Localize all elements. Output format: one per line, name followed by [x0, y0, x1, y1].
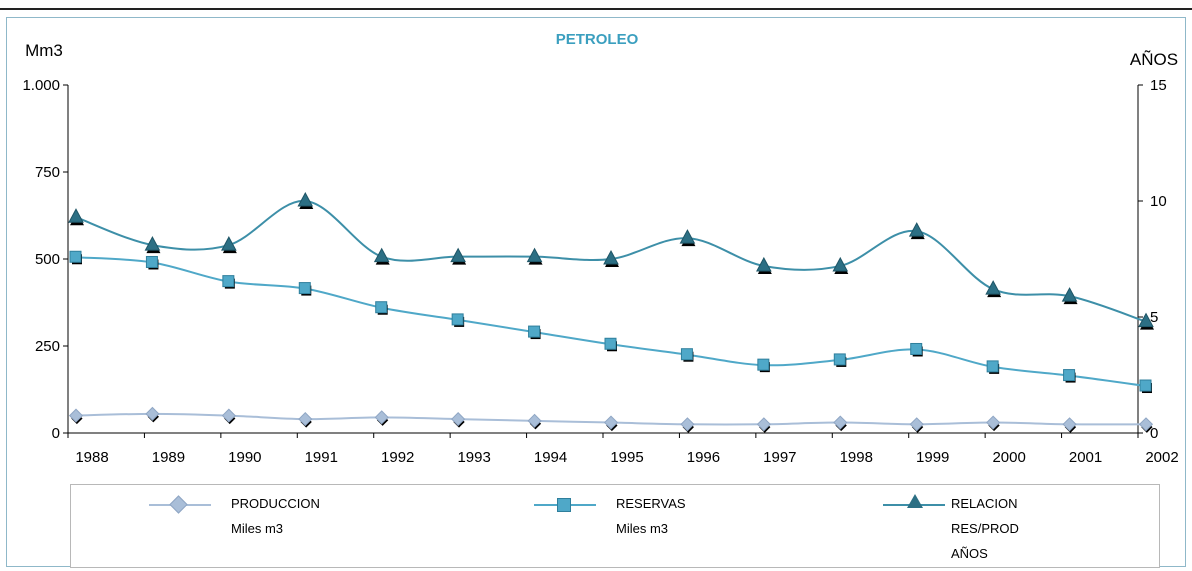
x-tick-label: 1995 [610, 449, 643, 466]
legend-reservas-square-icon [557, 498, 571, 512]
relacion-point [144, 236, 161, 251]
reservas-point [145, 255, 158, 268]
reservas-point [1063, 369, 1076, 382]
produccion-point [680, 417, 695, 432]
y-right-tick-label: 5 [1150, 309, 1158, 326]
y-left-tick-label: 750 [35, 164, 60, 181]
relacion-point [1138, 312, 1154, 328]
legend-produccion-sub: Miles m3 [231, 521, 284, 536]
reservas-point [298, 282, 311, 295]
produccion-point [756, 417, 771, 432]
legend-relacion-sub: RES/PROD [951, 521, 1019, 536]
x-tick-label: 1990 [228, 449, 261, 466]
reservas-point [528, 325, 541, 338]
relacion-point [526, 247, 543, 263]
reservas-point [69, 250, 82, 263]
x-tick-label: 1994 [534, 449, 567, 466]
reservas-point [833, 353, 846, 366]
reservas-point [222, 275, 235, 288]
reservas-point [680, 348, 693, 361]
y-right-axis-label: AÑOS [1130, 50, 1178, 69]
legend-produccion-label: PRODUCCION [231, 496, 320, 511]
produccion-point [1138, 417, 1154, 432]
x-tick-label: 1998 [840, 449, 873, 466]
legend-relacion-sub2: AÑOS [951, 546, 988, 561]
y-left-tick-label: 500 [35, 251, 60, 268]
relacion-point [756, 256, 772, 272]
x-tick-label: 1999 [916, 449, 949, 466]
relacion-point [832, 256, 849, 272]
x-tick-label: 1996 [687, 449, 720, 466]
legend-reservas-sub: Miles m3 [616, 521, 669, 536]
legend-relacion-triangle-icon [907, 494, 923, 508]
reservas-point [1139, 379, 1152, 392]
relacion-point [373, 247, 390, 263]
produccion-point [298, 412, 313, 427]
x-tick-label: 2002 [1145, 449, 1178, 466]
reservas-point [604, 337, 617, 350]
reservas-point [375, 301, 388, 314]
relacion-point [297, 191, 314, 207]
relacion-point [985, 280, 1001, 295]
relacion-point [1061, 287, 1078, 302]
top-frame-border [0, 0, 1192, 10]
x-tick-label: 1989 [152, 449, 185, 466]
produccion-point [527, 413, 542, 428]
legend-produccion-diamond-icon [169, 495, 188, 514]
chart-legend: PRODUCCION Miles m3 RESERVAS Miles m3 RE… [70, 484, 1160, 568]
relacion-point [68, 208, 84, 223]
produccion-point [374, 410, 389, 425]
produccion-point [68, 408, 84, 423]
produccion-point [221, 408, 236, 423]
relacion-point [221, 236, 237, 251]
x-tick-label: 1992 [381, 449, 414, 466]
x-tick-label: 2000 [992, 449, 1025, 466]
produccion-point [603, 415, 619, 430]
reservas-series-line [75, 256, 1147, 388]
chart-title: PETROLEO [556, 31, 639, 48]
y-left-tick-label: 250 [35, 338, 60, 355]
y-right-tick-label: 10 [1150, 193, 1167, 210]
y-right-tick-label: 0 [1150, 425, 1158, 442]
legend-relacion-label: RELACION [951, 496, 1018, 511]
produccion-point [451, 412, 466, 427]
y-right-tick-label: 15 [1150, 77, 1167, 94]
x-tick-label: 1993 [457, 449, 490, 466]
x-tick-label: 1997 [763, 449, 796, 466]
relacion-point [908, 222, 925, 237]
reservas-point [757, 358, 770, 371]
produccion-point [909, 417, 924, 432]
x-tick-label: 1991 [305, 449, 338, 466]
y-left-tick-label: 0 [52, 425, 60, 442]
produccion-point [145, 406, 160, 421]
relacion-point [450, 247, 466, 263]
reservas-point [910, 342, 923, 355]
y-left-axis-label: Mm3 [25, 41, 63, 60]
produccion-point [986, 415, 1001, 430]
x-tick-label: 1988 [75, 449, 108, 466]
relacion-point [679, 229, 696, 244]
produccion-point [1062, 417, 1077, 432]
x-tick-label: 2001 [1069, 449, 1102, 466]
produccion-point [833, 415, 848, 430]
relacion-point [603, 249, 619, 265]
legend-reservas-label: RESERVAS [616, 496, 686, 511]
y-left-tick-label: 1.000 [22, 77, 60, 94]
reservas-point [986, 360, 999, 373]
reservas-point [451, 313, 464, 326]
